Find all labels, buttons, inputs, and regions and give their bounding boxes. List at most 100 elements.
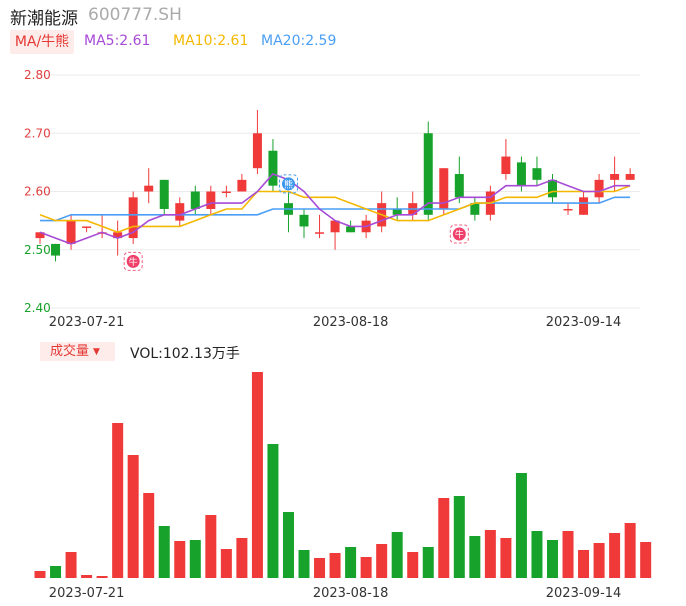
volume-bar <box>469 536 481 578</box>
ma10-label: MA10:2.61 <box>173 33 249 49</box>
volume-bar <box>546 540 558 578</box>
volume-bar <box>484 530 496 578</box>
ma20-label: MA20:2.59 <box>261 33 337 49</box>
stock-name: 新潮能源 <box>10 9 78 29</box>
x-tick-label: 2023-08-18 <box>313 315 389 330</box>
badge-symbol: 牛 <box>129 256 138 268</box>
volume-bar <box>609 533 621 578</box>
badge-dot <box>281 177 295 191</box>
volume-bar <box>50 566 62 578</box>
volume-bar <box>345 547 357 578</box>
ma5-label: MA5:2.61 <box>84 33 151 49</box>
candle-body <box>221 191 231 193</box>
candle-body <box>82 226 92 228</box>
volume-bar <box>562 531 574 578</box>
volume-bar <box>360 557 372 578</box>
volume-bar <box>314 558 326 578</box>
ma10-line <box>39 184 631 234</box>
candle-body <box>66 220 76 244</box>
candle-body <box>547 179 557 198</box>
volume-bar <box>640 542 652 578</box>
volume-bar <box>112 423 124 578</box>
ma5-line <box>39 173 631 245</box>
candle-body <box>315 232 325 234</box>
x-tick-label: 2023-08-18 <box>313 586 389 601</box>
volume-bar <box>438 498 450 578</box>
candle-body <box>516 162 526 186</box>
candle-body <box>128 197 138 239</box>
volume-bar <box>500 538 512 578</box>
candle-body <box>159 179 169 209</box>
volume-bar <box>593 543 605 578</box>
volume-bar <box>407 552 419 578</box>
volume-indicator-label: 成交量 <box>50 344 90 359</box>
candle-body <box>501 156 511 175</box>
dropdown-arrow-icon: ▼ <box>93 347 100 357</box>
volume-bar <box>453 496 465 578</box>
volume-bar <box>267 444 279 578</box>
candle-body <box>625 174 635 180</box>
candle-body <box>392 208 402 215</box>
candle-body <box>454 174 464 198</box>
volume-readout: VOL:102.13万手 <box>130 346 240 362</box>
candle-body <box>579 197 589 215</box>
candle-body <box>470 203 480 215</box>
candle-body <box>423 133 433 215</box>
x-tick-label: 2023-07-21 <box>49 586 125 601</box>
volume-bar <box>329 553 341 578</box>
badge-frame <box>449 224 469 244</box>
y-tick-label: 2.70 <box>24 126 51 140</box>
volume-bar <box>624 523 636 578</box>
volume-bar <box>189 540 201 578</box>
badge-frame <box>278 174 298 194</box>
volume-indicator-button[interactable]: 成交量 ▼ <box>40 342 115 361</box>
y-tick-label: 2.50 <box>24 243 51 257</box>
candle-body <box>113 232 123 239</box>
bull-signal-icon: 牛 <box>123 251 143 271</box>
volume-bar <box>205 515 217 578</box>
volume-bar <box>220 549 232 578</box>
volume-bar <box>578 550 590 578</box>
y-tick-label: 2.40 <box>24 301 51 315</box>
volume-bar <box>251 372 263 578</box>
badge-frame <box>123 251 143 271</box>
volume-bar <box>422 547 434 578</box>
volume-bar <box>391 532 403 578</box>
volume-bar <box>298 550 310 578</box>
x-tick-label: 2023-09-14 <box>546 586 622 601</box>
candle-body <box>206 191 216 209</box>
candle-body <box>35 232 45 239</box>
volume-bar <box>143 493 155 578</box>
candle-body <box>439 168 449 209</box>
volume-bar <box>174 541 186 578</box>
volume-bar <box>531 531 543 578</box>
badge-symbol: 牛 <box>455 229 464 241</box>
volume-bar <box>376 544 388 578</box>
ma20-line <box>40 196 631 222</box>
bear-signal-icon: 熊 <box>278 174 298 194</box>
candle-body <box>51 243 61 256</box>
candle-body <box>175 203 185 221</box>
candle-body <box>563 208 573 211</box>
candle-body <box>144 185 154 192</box>
candle-body <box>346 226 356 233</box>
volume-bar <box>127 455 139 578</box>
x-tick-label: 2023-07-21 <box>49 315 125 330</box>
y-tick-label: 2.60 <box>24 185 51 199</box>
candle-body <box>532 168 542 180</box>
badge-dot <box>452 227 466 241</box>
bull-signal-icon: 牛 <box>449 224 469 244</box>
badge-dot <box>126 254 140 268</box>
candle-body <box>330 220 340 233</box>
candle-body <box>190 191 200 209</box>
candle-body <box>299 214 309 227</box>
ma-selector-button[interactable]: MA/牛熊 <box>10 30 74 54</box>
candle-body <box>268 150 278 186</box>
volume-bar <box>81 575 93 578</box>
badge-symbol: 熊 <box>284 178 293 190</box>
candle-body <box>252 133 262 169</box>
volume-bar <box>96 576 108 578</box>
candle-body <box>594 179 604 198</box>
volume-bar <box>236 538 248 578</box>
